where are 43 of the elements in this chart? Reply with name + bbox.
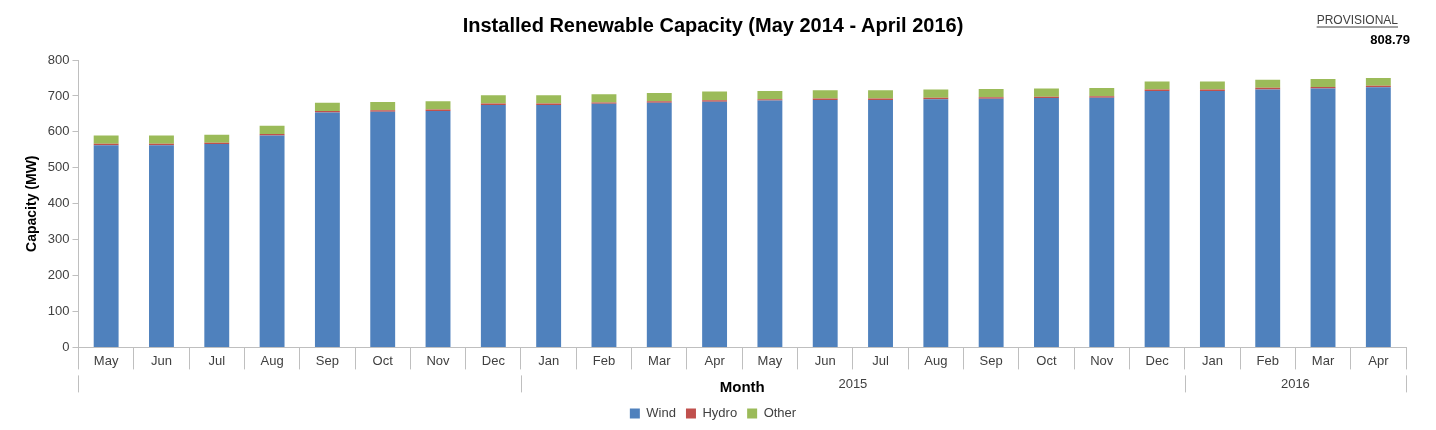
x-tick-label: Nov — [426, 352, 451, 368]
text: 808.79 — [1370, 32, 1410, 47]
x-tick-label: Aug — [924, 352, 948, 368]
x-tick-label: Mar — [648, 352, 672, 368]
y-tick-label: 800 — [47, 51, 70, 67]
chart-title: Installed Renewable Capacity (May 2014 - April 2016) — [462, 13, 964, 36]
y-tick-label: 0 — [62, 338, 70, 354]
x-tick-label: Sep — [315, 352, 339, 368]
x-tick-label: Feb — [592, 352, 616, 368]
y-tick-label: 600 — [47, 123, 70, 139]
text: PROVISIONAL — [1316, 13, 1399, 27]
x-tick-label: Sep — [979, 352, 1003, 368]
text: 2016 — [1280, 375, 1310, 391]
x-tick-label: Apr — [704, 352, 726, 368]
x-tick-label: Jun — [150, 352, 172, 368]
x-tick-label: May — [93, 352, 119, 368]
x-tick-label: Mar — [1311, 352, 1335, 368]
x-tick-label: Jun — [814, 352, 836, 368]
x-tick-label: Jan — [1201, 352, 1223, 368]
legend-label: Wind — [646, 405, 676, 421]
x-tick-label: Aug — [260, 352, 284, 368]
legend-label: Other — [763, 405, 797, 421]
x-tick-label: Apr — [1368, 352, 1390, 368]
y-tick-label: 400 — [47, 195, 70, 211]
x-axis-title: Month — [719, 378, 765, 396]
x-tick-label: Oct — [1036, 352, 1057, 368]
x-tick-label: Dec — [1145, 352, 1170, 368]
x-tick-label: Dec — [481, 352, 506, 368]
y-tick-label: 100 — [47, 303, 70, 319]
y-axis-title: Capacity (MW) — [23, 155, 40, 252]
x-tick-label: Nov — [1090, 352, 1114, 368]
y-tick-label: 300 — [47, 231, 70, 247]
text: 2015 — [838, 375, 868, 391]
y-tick-label: 500 — [47, 159, 70, 175]
x-tick-label: Jul — [872, 352, 889, 368]
y-tick-label: 700 — [47, 87, 70, 103]
x-tick-label: Jul — [208, 352, 226, 368]
x-tick-label: May — [757, 352, 783, 368]
x-tick-label: Feb — [1256, 352, 1279, 368]
legend-label: Hydro — [702, 405, 738, 421]
x-tick-label: Jan — [538, 352, 560, 368]
y-tick-label: 200 — [47, 267, 70, 283]
x-tick-label: Oct — [372, 352, 394, 368]
